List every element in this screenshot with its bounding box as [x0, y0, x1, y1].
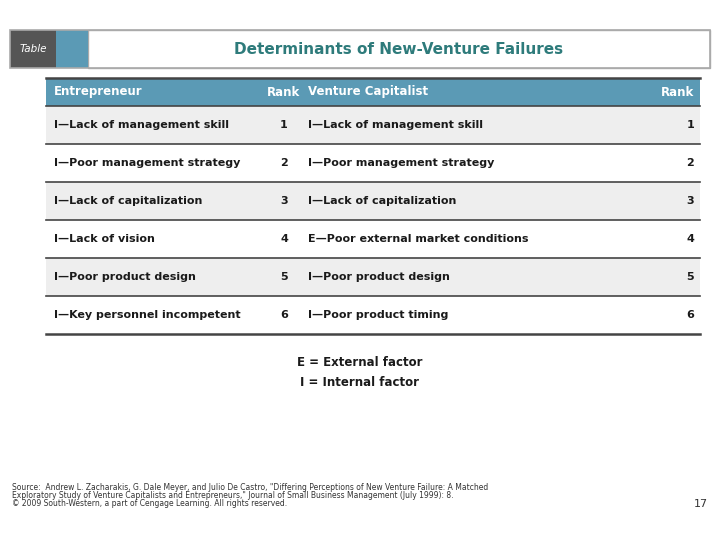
Text: Rank: Rank [267, 85, 301, 98]
Text: 2: 2 [280, 158, 288, 168]
Text: 4: 4 [686, 234, 694, 244]
Text: 3: 3 [686, 196, 694, 206]
Text: E—Poor external market conditions: E—Poor external market conditions [308, 234, 528, 244]
Text: Rank: Rank [661, 85, 694, 98]
Text: 3: 3 [280, 196, 288, 206]
Text: I—Lack of vision: I—Lack of vision [54, 234, 155, 244]
FancyBboxPatch shape [46, 106, 700, 144]
Text: © 2009 South-Western, a part of Cengage Learning. All rights reserved.: © 2009 South-Western, a part of Cengage … [12, 500, 287, 509]
FancyBboxPatch shape [46, 296, 700, 334]
Text: 5: 5 [280, 272, 288, 282]
Text: 1: 1 [686, 120, 694, 130]
FancyBboxPatch shape [56, 30, 88, 68]
Text: I—Poor management strategy: I—Poor management strategy [54, 158, 240, 168]
Text: Determinants of New-Venture Failures: Determinants of New-Venture Failures [235, 42, 564, 57]
Text: 6: 6 [280, 310, 288, 320]
Text: 17: 17 [694, 499, 708, 509]
Text: I—Lack of capitalization: I—Lack of capitalization [308, 196, 456, 206]
Text: E = External factor: E = External factor [297, 355, 423, 368]
Text: 1: 1 [280, 120, 288, 130]
Text: Venture Capitalist: Venture Capitalist [308, 85, 428, 98]
Text: I—Key personnel incompetent: I—Key personnel incompetent [54, 310, 240, 320]
Text: I = Internal factor: I = Internal factor [300, 375, 420, 388]
FancyBboxPatch shape [46, 220, 700, 258]
Text: Exploratory Study of Venture Capitalists and Entrepreneurs," Journal of Small Bu: Exploratory Study of Venture Capitalists… [12, 491, 454, 501]
Text: 2: 2 [686, 158, 694, 168]
Text: I—Lack of management skill: I—Lack of management skill [54, 120, 229, 130]
FancyBboxPatch shape [46, 182, 700, 220]
Text: Source:  Andrew L. Zacharakis, G. Dale Meyer, and Julio De Castro, "Differing Pe: Source: Andrew L. Zacharakis, G. Dale Me… [12, 483, 488, 492]
FancyBboxPatch shape [46, 144, 700, 182]
FancyBboxPatch shape [46, 78, 700, 106]
Text: 6: 6 [686, 310, 694, 320]
FancyBboxPatch shape [10, 30, 56, 68]
Text: 5: 5 [686, 272, 694, 282]
Text: I—Poor product design: I—Poor product design [54, 272, 196, 282]
FancyBboxPatch shape [88, 30, 710, 68]
Text: I—Lack of management skill: I—Lack of management skill [308, 120, 483, 130]
Text: I—Poor product timing: I—Poor product timing [308, 310, 449, 320]
Text: Table: Table [19, 44, 47, 54]
FancyBboxPatch shape [46, 258, 700, 296]
Text: I—Poor management strategy: I—Poor management strategy [308, 158, 495, 168]
Text: I—Poor product design: I—Poor product design [308, 272, 450, 282]
Text: Entrepreneur: Entrepreneur [54, 85, 143, 98]
Text: I—Lack of capitalization: I—Lack of capitalization [54, 196, 202, 206]
Text: 4: 4 [280, 234, 288, 244]
